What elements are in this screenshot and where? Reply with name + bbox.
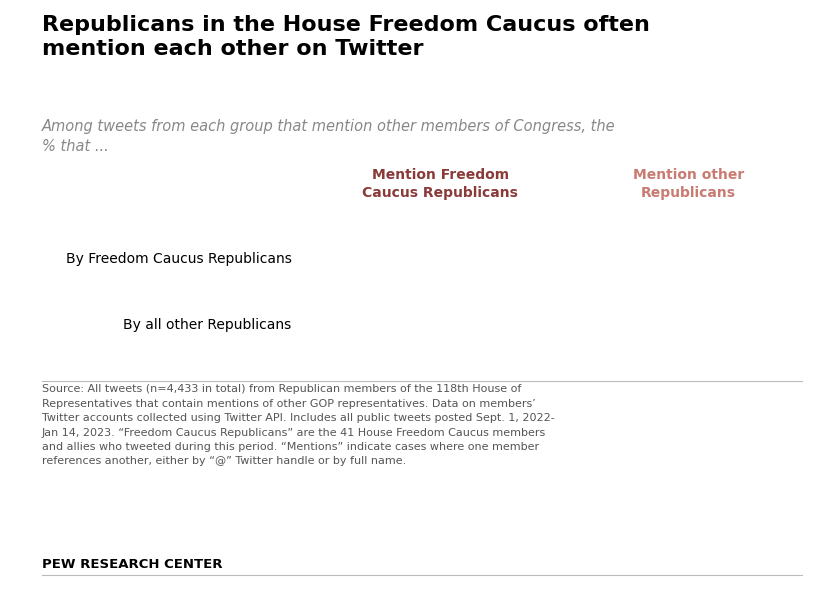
Text: Source: All tweets (n=4,433 in total) from Republican members of the 118th House: Source: All tweets (n=4,433 in total) fr…: [42, 384, 554, 467]
Text: Republicans in the House Freedom Caucus often
mention each other on Twitter: Republicans in the House Freedom Caucus …: [42, 15, 650, 59]
Text: Mention other
Republicans: Mention other Republicans: [633, 168, 744, 200]
Text: Among tweets from each group that mention other members of Congress, the
% that : Among tweets from each group that mentio…: [42, 119, 616, 154]
Text: Mention Freedom
Caucus Republicans: Mention Freedom Caucus Republicans: [363, 168, 518, 200]
Text: 54%: 54%: [421, 250, 460, 268]
Text: PEW RESEARCH CENTER: PEW RESEARCH CENTER: [42, 558, 223, 571]
Text: 46%: 46%: [669, 250, 708, 268]
Text: 83: 83: [585, 316, 608, 334]
Text: By all other Republicans: By all other Republicans: [123, 318, 291, 332]
Text: 17: 17: [337, 316, 360, 334]
Text: By Freedom Caucus Republicans: By Freedom Caucus Republicans: [66, 252, 291, 266]
